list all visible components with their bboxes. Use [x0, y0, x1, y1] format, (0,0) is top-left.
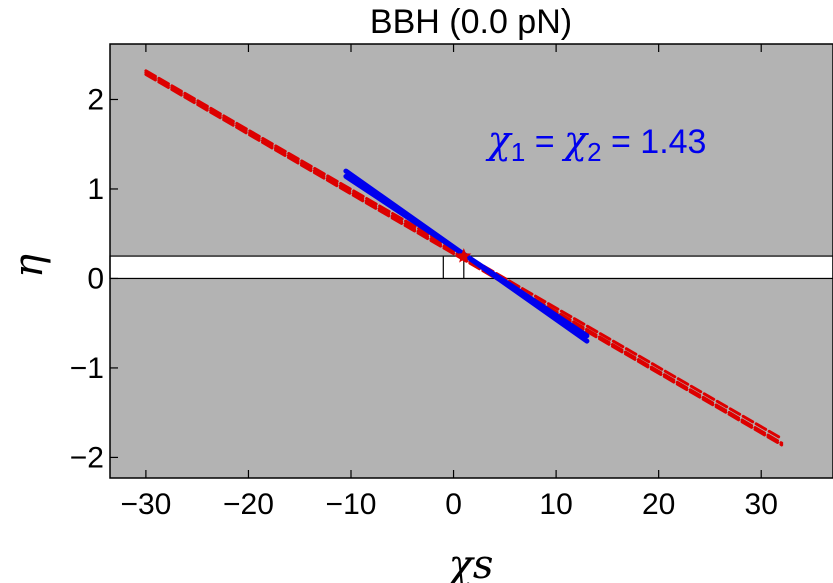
annotation-part: 2 [587, 137, 601, 167]
plot-frame [109, 43, 833, 479]
spin-annotation: χ1 = χ2 = 1.43 [485, 118, 707, 167]
x-axis-label-symbol: χs [446, 542, 494, 583]
y-tick-label: 2 [87, 83, 104, 116]
x-tick-label: 20 [642, 488, 675, 521]
plot-area [109, 43, 833, 479]
annotation-part: = 1.43 [602, 123, 707, 161]
y-axis-label: η [6, 254, 52, 278]
star-marker [456, 248, 472, 263]
x-tick-label: 30 [745, 488, 778, 521]
chart-title: BBH (0.0 pN) [370, 3, 572, 41]
annotations: χ1 = χ2 = 1.43 [485, 118, 707, 167]
annotation-part: 1 [511, 137, 525, 167]
x-tick-label: 10 [539, 488, 572, 521]
annotation-part: χ [561, 118, 589, 162]
x-tick-label: −10 [326, 488, 377, 521]
annotation-part: = [525, 123, 564, 161]
x-tick-label: −20 [223, 488, 274, 521]
annotation-part: χ [485, 118, 513, 162]
y-tick-label: 0 [87, 262, 104, 295]
x-axis-label: χs [446, 542, 494, 583]
series-line-2 [144, 72, 784, 447]
y-tick-label: −2 [70, 441, 104, 474]
y-tick-label: 1 [87, 173, 104, 206]
x-tick-label: −30 [120, 488, 171, 521]
x-tick-label: 0 [445, 488, 462, 521]
y-tick-label: −1 [70, 352, 104, 385]
